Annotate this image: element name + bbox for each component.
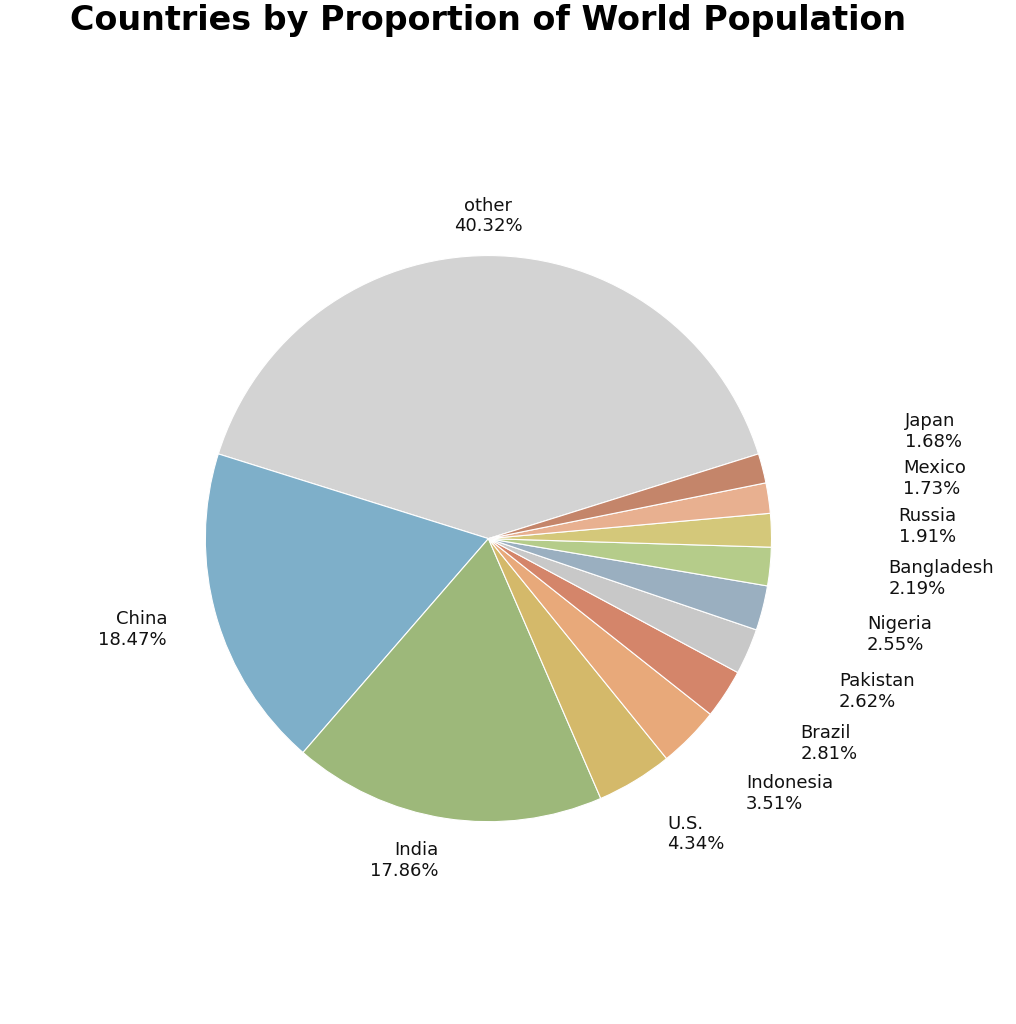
Wedge shape — [218, 256, 759, 539]
Text: Bangladesh
2.19%: Bangladesh 2.19% — [888, 559, 994, 598]
Text: Nigeria
2.55%: Nigeria 2.55% — [867, 615, 932, 654]
Text: Japan
1.68%: Japan 1.68% — [905, 413, 962, 451]
Wedge shape — [489, 539, 756, 673]
Wedge shape — [489, 513, 771, 547]
Text: Brazil
2.81%: Brazil 2.81% — [801, 724, 858, 763]
Wedge shape — [303, 539, 600, 821]
Text: Indonesia
3.51%: Indonesia 3.51% — [746, 774, 833, 813]
Wedge shape — [489, 539, 767, 630]
Wedge shape — [489, 539, 710, 759]
Wedge shape — [489, 539, 666, 799]
Text: India
17.86%: India 17.86% — [370, 841, 439, 880]
Text: Mexico
1.73%: Mexico 1.73% — [903, 459, 966, 498]
Wedge shape — [205, 454, 489, 753]
Text: Pakistan
2.62%: Pakistan 2.62% — [839, 672, 914, 711]
Text: China
18.47%: China 18.47% — [99, 610, 167, 649]
Wedge shape — [489, 483, 770, 539]
Text: U.S.
4.34%: U.S. 4.34% — [668, 815, 724, 853]
Title: Countries by Proportion of World Population: Countries by Proportion of World Populat… — [70, 4, 906, 37]
Text: other
40.32%: other 40.32% — [454, 197, 522, 236]
Wedge shape — [489, 454, 766, 539]
Wedge shape — [489, 539, 738, 715]
Wedge shape — [489, 539, 771, 586]
Text: Russia
1.91%: Russia 1.91% — [899, 507, 957, 546]
